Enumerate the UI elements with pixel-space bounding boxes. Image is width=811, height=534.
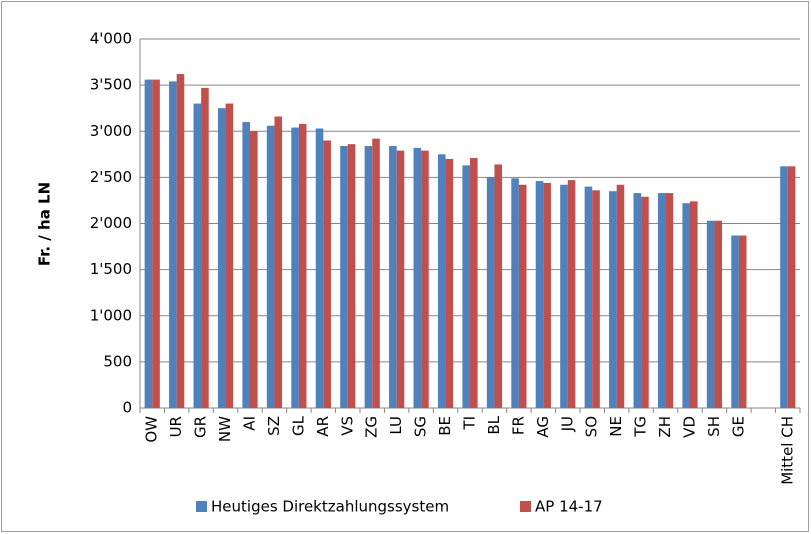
bar — [437, 154, 446, 408]
bar — [323, 140, 331, 408]
bar — [413, 147, 422, 409]
bar — [714, 220, 723, 408]
bar — [421, 150, 429, 408]
y-tick-label: 1'000 — [90, 306, 132, 324]
x-tick-label: SO — [583, 416, 601, 437]
legend-swatch — [196, 501, 207, 512]
bar — [511, 178, 519, 408]
bar — [592, 190, 600, 408]
legend-swatch — [520, 501, 531, 512]
bar — [340, 146, 348, 408]
bar — [494, 164, 503, 408]
bar — [217, 108, 226, 408]
bar — [291, 127, 299, 408]
bar — [445, 158, 454, 408]
x-tick-label: Mittel CH — [778, 416, 796, 485]
x-tick-label: ZH — [656, 416, 674, 438]
bar — [396, 150, 405, 408]
bar — [787, 166, 796, 408]
bar — [731, 235, 739, 408]
x-tick-label: GR — [192, 416, 210, 438]
bar — [225, 103, 234, 408]
x-tick-label: VD — [681, 416, 699, 438]
x-tick-label: TG — [632, 416, 650, 438]
bar — [266, 125, 275, 408]
bar — [462, 165, 470, 408]
y-axis-label: Fr. / ha LN — [36, 182, 54, 266]
x-tick-label: LU — [387, 416, 405, 435]
bar — [315, 128, 324, 409]
bar — [665, 193, 674, 408]
legend-label: Heutiges Direktzahlungssystem — [211, 498, 449, 516]
x-tick-label: AI — [241, 416, 259, 431]
bar — [201, 87, 209, 408]
x-tick-label: BL — [485, 415, 503, 434]
x-tick-label: AG — [534, 416, 552, 438]
bar — [250, 131, 258, 408]
bar — [584, 186, 593, 408]
bar — [518, 184, 527, 408]
bar — [616, 184, 625, 408]
x-tick-label: OW — [143, 416, 161, 443]
bar — [470, 158, 478, 408]
bar — [372, 138, 380, 408]
bar — [193, 103, 202, 408]
bar — [690, 201, 698, 408]
x-tick-label: AR — [314, 416, 332, 437]
bar — [144, 79, 153, 408]
x-tick-label: TI — [461, 416, 479, 431]
bar — [176, 74, 185, 409]
x-tick-label: FR — [509, 416, 527, 435]
bar — [274, 116, 283, 409]
legend-label: AP 14-17 — [535, 498, 603, 516]
bar — [242, 122, 250, 409]
bar — [389, 146, 397, 408]
bar — [560, 184, 568, 408]
bar — [567, 180, 576, 408]
y-tick-label: 0 — [122, 399, 132, 417]
bar — [298, 123, 307, 409]
x-tick-label: ZG — [363, 416, 381, 438]
y-tick-label: 1'500 — [90, 260, 132, 278]
bar — [486, 177, 495, 408]
bar — [535, 181, 544, 408]
bar — [633, 193, 642, 408]
x-tick-label: NE — [607, 416, 625, 437]
bar — [706, 220, 715, 408]
x-tick-label: BE — [436, 416, 454, 436]
x-tick-label: VS — [338, 416, 356, 436]
bar — [364, 146, 373, 408]
bar — [641, 196, 649, 408]
y-tick-label: 4'000 — [90, 30, 132, 48]
bar — [682, 203, 690, 408]
bar — [657, 193, 666, 408]
y-tick-label: 3'000 — [90, 122, 132, 140]
bar — [780, 166, 788, 408]
x-tick-label: GL — [289, 415, 307, 436]
x-tick-label: SG — [412, 416, 430, 437]
y-tick-label: 2'500 — [90, 168, 132, 186]
y-tick-label: 500 — [103, 352, 132, 370]
bar — [609, 191, 617, 408]
x-tick-label: JU — [558, 416, 576, 432]
bar — [169, 81, 177, 408]
bar — [543, 182, 551, 408]
y-tick-label: 3'500 — [90, 76, 132, 94]
bar — [347, 144, 356, 409]
x-tick-label: UR — [167, 416, 185, 437]
y-tick-label: 2'000 — [90, 214, 132, 232]
x-tick-label: SZ — [265, 416, 283, 436]
x-tick-label: SH — [705, 416, 723, 437]
bar — [738, 235, 747, 408]
bar — [152, 79, 160, 408]
x-tick-label: NW — [216, 416, 234, 442]
x-tick-label: GE — [729, 416, 747, 437]
